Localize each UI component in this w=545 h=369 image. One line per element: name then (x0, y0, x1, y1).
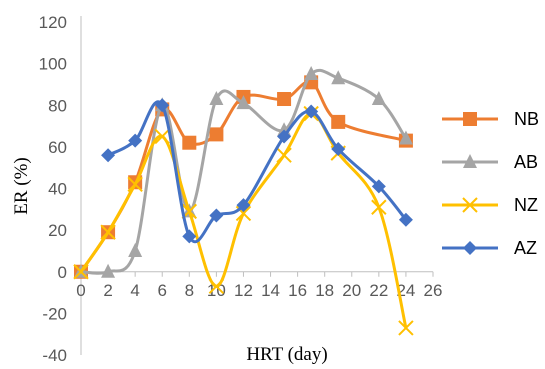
legend-item-nb: NB (442, 109, 539, 129)
legend-marker-nb (463, 112, 477, 126)
data-point-nz (127, 176, 143, 193)
legend-item-az: AZ (442, 238, 537, 258)
legend-label-az: AZ (514, 238, 537, 258)
series-az (101, 98, 413, 244)
data-point-ab (398, 130, 413, 145)
data-point-ab (304, 66, 319, 81)
x-tick-label: 4 (130, 281, 139, 300)
legend: NB AB NZ AZ (442, 109, 539, 258)
legend-label-nz: NZ (514, 195, 538, 215)
x-tick-label: 26 (424, 281, 443, 300)
y-tick-label: -20 (42, 304, 67, 323)
data-point-nz (73, 264, 89, 280)
data-point-nz (100, 224, 116, 240)
x-tick-label: 16 (288, 281, 307, 300)
series-layer (73, 66, 414, 336)
y-tick-label: 20 (48, 221, 67, 240)
x-tick-label: 18 (315, 281, 334, 300)
y-tick-label: 40 (48, 180, 67, 199)
x-tick-label: 8 (185, 281, 194, 300)
x-tick-label: 0 (76, 281, 85, 300)
data-point-nz (371, 199, 387, 215)
y-tick-label: 80 (48, 96, 67, 115)
y-tick-label: 100 (39, 55, 67, 74)
data-point-ab (331, 70, 346, 85)
legend-marker-az (463, 241, 477, 255)
data-point-ab (236, 95, 251, 110)
data-point-nb (277, 92, 292, 107)
data-point-az (101, 148, 116, 163)
data-point-ab (371, 91, 386, 106)
x-tick-label: 6 (157, 281, 166, 300)
x-tick-label: 14 (261, 281, 280, 300)
data-point-az (209, 208, 224, 223)
y-tick-label: -40 (42, 346, 67, 365)
legend-marker-nz (462, 197, 478, 213)
x-tick-label: 22 (369, 281, 388, 300)
x-tick-label: 10 (207, 281, 226, 300)
legend-item-nz: NZ (442, 195, 538, 215)
y-tick-label: 60 (48, 138, 67, 157)
y-tick-label: 0 (58, 263, 67, 282)
series-nz (73, 105, 414, 336)
y-axis-label: ER (%) (11, 157, 32, 215)
y-tick-label: 120 (39, 13, 67, 32)
data-point-az (182, 229, 197, 244)
data-point-az (128, 133, 143, 148)
legend-item-ab: AB (442, 152, 538, 172)
data-point-az (277, 129, 292, 144)
data-point-nz (398, 320, 414, 336)
data-point-nb (209, 127, 224, 142)
legend-label-nb: NB (514, 109, 539, 129)
data-point-nz (276, 147, 292, 163)
data-point-az (155, 98, 170, 113)
data-point-nz (154, 128, 170, 145)
data-point-nb (331, 114, 346, 129)
data-point-az (371, 179, 386, 194)
data-point-nz (208, 278, 225, 295)
data-point-az (304, 104, 319, 119)
data-point-ab (101, 263, 116, 278)
x-tick-label: 24 (396, 281, 415, 300)
legend-label-ab: AB (514, 152, 538, 172)
data-point-nb (182, 135, 197, 150)
legend-marker-ab (463, 154, 477, 168)
x-tick-label: 20 (342, 281, 361, 300)
x-tick-label: 12 (234, 281, 253, 300)
x-tick-label: 2 (103, 281, 112, 300)
series-line-az (106, 100, 408, 244)
data-point-az (331, 141, 346, 156)
data-point-az (236, 198, 251, 213)
data-point-az (398, 212, 413, 227)
data-point-ab (128, 242, 143, 257)
x-axis-label: HRT (day) (246, 344, 327, 365)
data-point-ab (209, 91, 224, 106)
